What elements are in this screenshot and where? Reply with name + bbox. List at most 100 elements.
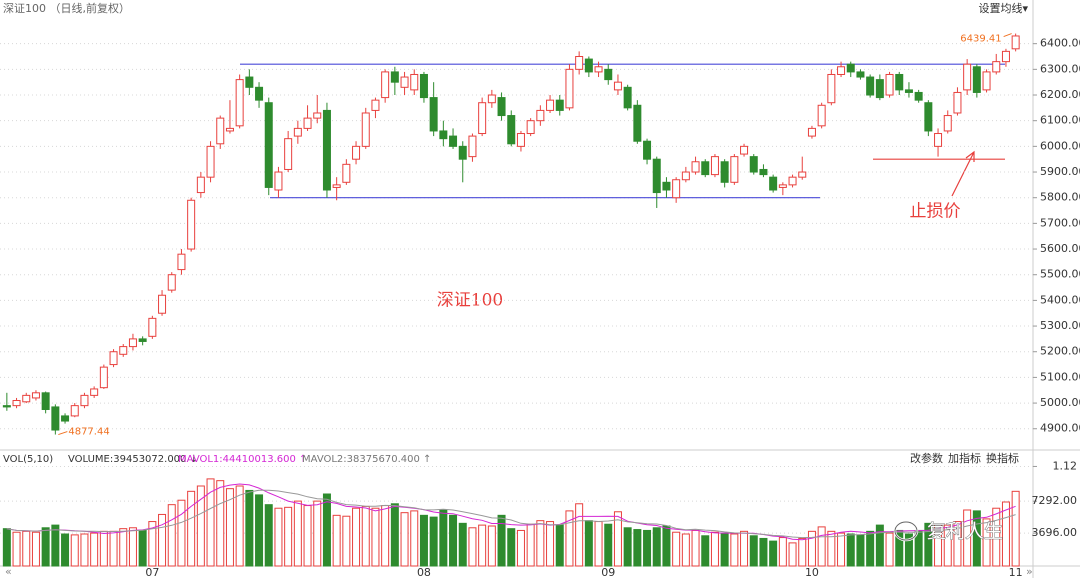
volume-bar bbox=[22, 530, 31, 567]
volume-bar bbox=[885, 532, 894, 567]
indicator-button[interactable]: 加指标 bbox=[948, 451, 981, 465]
y-tick-label: 5700.00 bbox=[1040, 216, 1080, 229]
volume-bar bbox=[429, 516, 438, 567]
candle-body bbox=[216, 117, 225, 145]
volume-tick-label: 3696.00 bbox=[1032, 526, 1078, 539]
volume-bar bbox=[652, 527, 661, 567]
volume-bar bbox=[972, 510, 981, 567]
candle-body bbox=[710, 156, 719, 176]
volume-bar bbox=[594, 521, 603, 567]
volume-bar bbox=[866, 530, 875, 567]
candle-body bbox=[458, 145, 467, 160]
candle-body bbox=[196, 176, 205, 194]
volume-bar bbox=[740, 530, 749, 567]
candle-body bbox=[429, 97, 438, 132]
y-tick-label: 6100.00 bbox=[1040, 114, 1080, 127]
volume-bar bbox=[846, 533, 855, 567]
x-tick-label: 07 bbox=[145, 566, 159, 578]
candle-body bbox=[672, 179, 681, 199]
y-tick-label: 5800.00 bbox=[1040, 191, 1080, 204]
candle-body bbox=[99, 366, 108, 389]
candle-body bbox=[80, 394, 89, 407]
candle-body bbox=[866, 76, 875, 96]
candle-body bbox=[565, 68, 574, 109]
volume-bar bbox=[478, 524, 487, 567]
candle-body bbox=[817, 104, 826, 127]
candle-body bbox=[41, 392, 50, 410]
volume-bar bbox=[322, 493, 331, 567]
annotation: 深证100 bbox=[437, 291, 503, 311]
indicator-button[interactable]: 换指标 bbox=[986, 451, 1019, 465]
volume-bar bbox=[468, 527, 477, 567]
volume-bar bbox=[31, 531, 40, 567]
candle-body bbox=[31, 392, 40, 399]
volume-bar bbox=[371, 507, 380, 567]
volume-bar bbox=[827, 530, 836, 567]
volume-bar bbox=[807, 530, 816, 567]
low-pointer bbox=[58, 431, 68, 436]
candle-body bbox=[740, 145, 749, 155]
candle-body bbox=[12, 400, 21, 407]
candle-body bbox=[604, 68, 613, 81]
volume-bar bbox=[187, 490, 196, 567]
volume-bar bbox=[51, 524, 60, 567]
volume-bar bbox=[584, 520, 593, 567]
candle-body bbox=[584, 58, 593, 73]
candle-body bbox=[449, 135, 458, 147]
candle-body bbox=[769, 176, 778, 191]
candle-body bbox=[827, 73, 836, 104]
candle-body bbox=[478, 102, 487, 135]
volume-bar bbox=[623, 527, 632, 567]
candle-body bbox=[371, 99, 380, 111]
candle-body bbox=[303, 117, 312, 129]
candle-body bbox=[274, 171, 283, 191]
volume-bar bbox=[342, 515, 351, 567]
volume-bar bbox=[526, 523, 535, 567]
candle-body bbox=[293, 127, 302, 137]
nav-left[interactable]: « bbox=[5, 565, 12, 578]
candle-body bbox=[109, 351, 118, 366]
nav-right[interactable]: » bbox=[1026, 565, 1033, 578]
volume-bar bbox=[497, 514, 506, 567]
volume-bar bbox=[1011, 490, 1020, 567]
volume-bar bbox=[507, 528, 516, 567]
indicator-button[interactable]: 改参数 bbox=[910, 451, 943, 465]
volume-bar bbox=[264, 504, 273, 567]
chart-title: 深证100 （日线,前复权） bbox=[3, 1, 130, 15]
candle-body bbox=[1001, 50, 1010, 63]
low-label: 4877.44 bbox=[68, 427, 109, 438]
candle-body bbox=[681, 171, 690, 181]
watermark: 复利人生 bbox=[927, 521, 1003, 543]
volume-bar bbox=[817, 526, 826, 567]
volume-bar bbox=[710, 531, 719, 567]
settings-button[interactable]: 设置均线▾ bbox=[978, 1, 1028, 15]
candle-body bbox=[468, 135, 477, 158]
volume-bar bbox=[934, 523, 943, 567]
volume-bar bbox=[99, 530, 108, 567]
high-pointer bbox=[1003, 33, 1012, 38]
y-tick-label: 6200.00 bbox=[1040, 88, 1080, 101]
candle-body bbox=[885, 73, 894, 96]
candle-body bbox=[749, 156, 758, 173]
candle-body bbox=[652, 158, 661, 194]
candle-body bbox=[701, 161, 710, 176]
candle-body bbox=[662, 181, 671, 191]
candle-body bbox=[546, 99, 555, 111]
volume-bar bbox=[943, 524, 952, 567]
volume-tick-label: 7292.00 bbox=[1032, 494, 1078, 507]
x-tick-label: 11 bbox=[1009, 566, 1023, 578]
candle-body bbox=[255, 86, 264, 101]
y-tick-label: 6400.00 bbox=[1040, 37, 1080, 50]
y-tick-label: 5000.00 bbox=[1040, 396, 1080, 409]
candle-body bbox=[778, 184, 787, 188]
candle-body bbox=[138, 338, 147, 342]
candle-body bbox=[934, 133, 943, 147]
y-tick-label: 5900.00 bbox=[1040, 165, 1080, 178]
x-tick-label: 10 bbox=[805, 566, 819, 578]
candle-body bbox=[526, 120, 535, 135]
candle-body bbox=[643, 140, 652, 160]
candle-body bbox=[992, 61, 1001, 73]
volume-bar bbox=[633, 529, 642, 567]
